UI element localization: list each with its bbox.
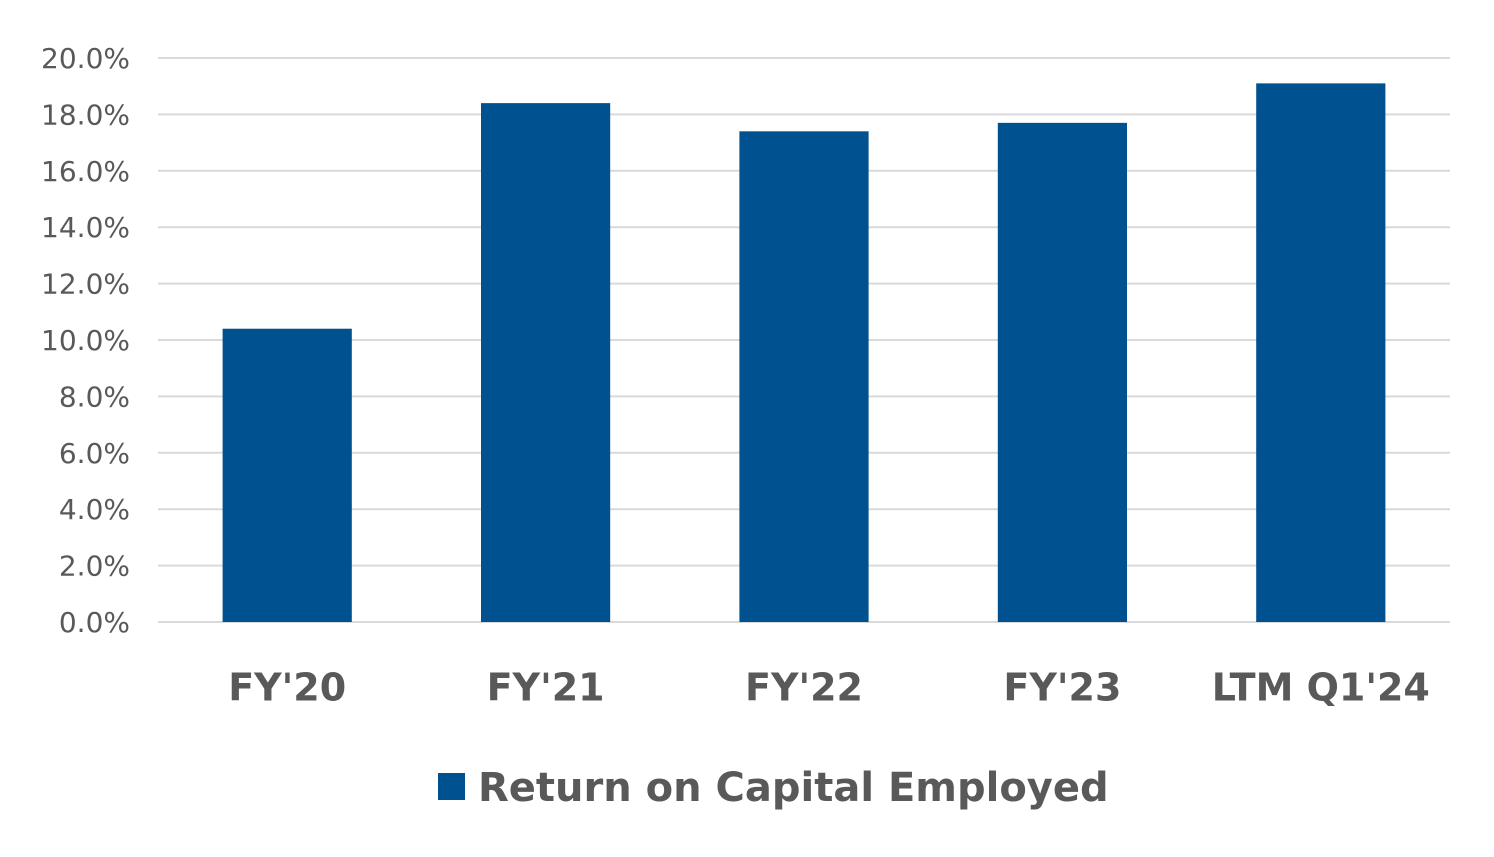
y-tick-label: 10.0% [41, 324, 130, 357]
x-tick-label: LTM Q1'24 [1212, 666, 1430, 710]
y-tick-label: 0.0% [59, 606, 130, 639]
y-tick-label: 12.0% [41, 268, 130, 301]
x-tick-label: FY'23 [1003, 666, 1121, 710]
y-tick-label: 4.0% [59, 493, 130, 526]
bar [997, 122, 1127, 623]
x-tick-label: FY'20 [228, 666, 346, 710]
bar [222, 328, 352, 622]
legend-swatch [438, 773, 465, 800]
y-tick-label: 8.0% [59, 380, 130, 413]
x-tick-label: FY'22 [745, 666, 863, 710]
y-tick-label: 20.0% [41, 42, 130, 75]
legend-label: Return on Capital Employed [478, 765, 1109, 811]
x-tick-label: FY'21 [487, 666, 605, 710]
bar [481, 103, 611, 623]
y-tick-label: 6.0% [59, 437, 130, 470]
y-tick-label: 16.0% [41, 155, 130, 188]
bar [739, 131, 869, 622]
y-tick-label: 14.0% [41, 211, 130, 244]
y-tick-label: 18.0% [41, 98, 130, 131]
bar [1256, 83, 1386, 622]
y-tick-label: 2.0% [59, 550, 130, 583]
